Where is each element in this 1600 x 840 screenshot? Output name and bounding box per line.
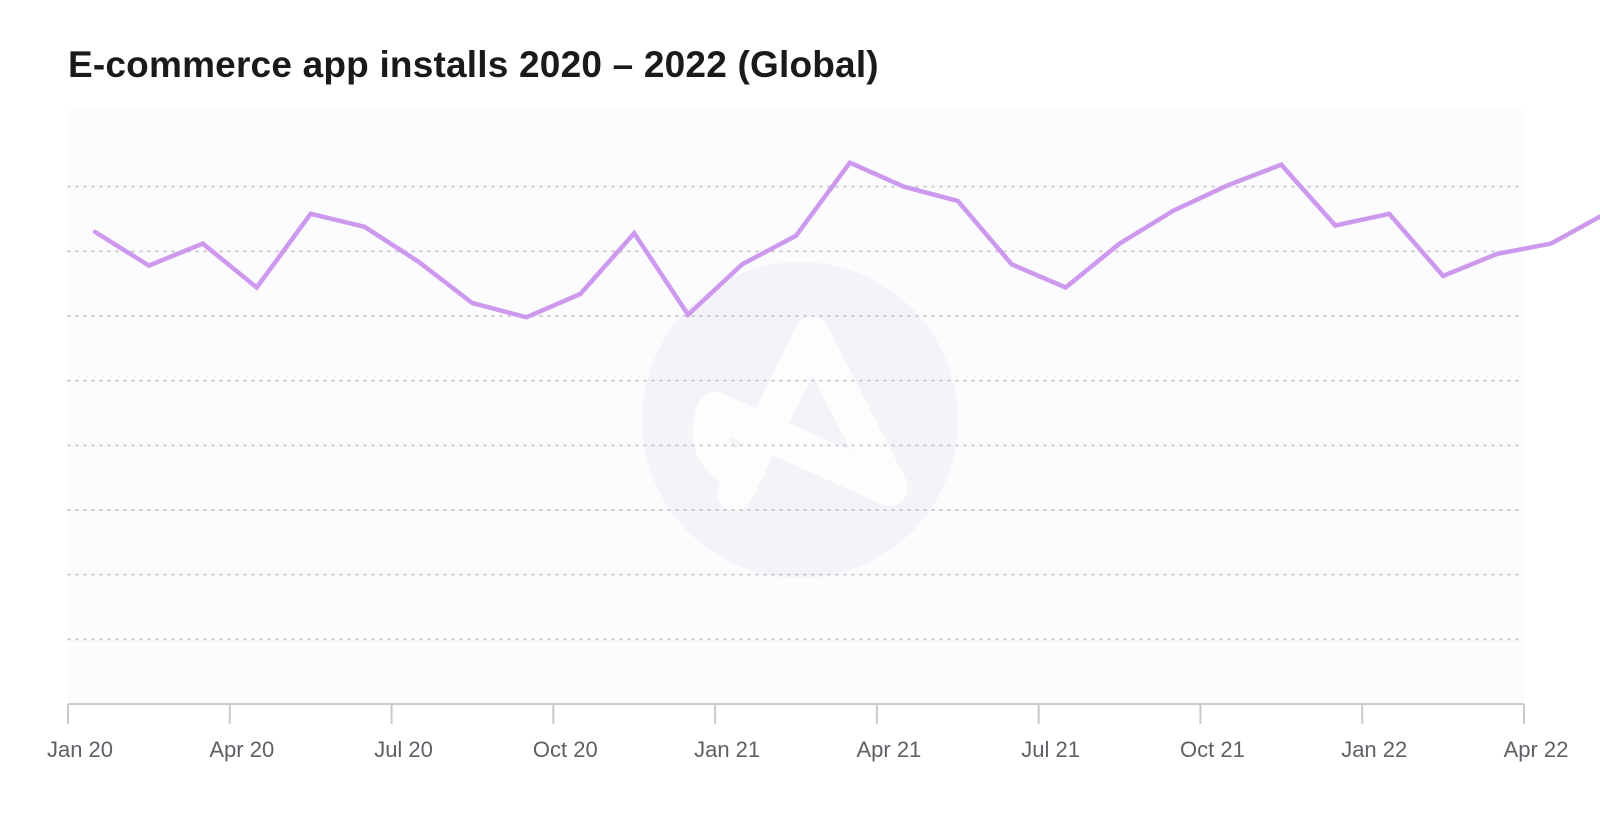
series-group — [92, 159, 1600, 320]
watermark-logo — [642, 262, 958, 578]
x-tick-label: Jul 21 — [1021, 737, 1080, 762]
x-tick-label: Jan 20 — [47, 737, 113, 762]
x-tick-label: Jan 21 — [694, 737, 760, 762]
x-tick-label: Oct 20 — [533, 737, 598, 762]
chart-title: E-commerce app installs 2020 – 2022 (Glo… — [68, 44, 879, 85]
x-tick-label: Apr 20 — [209, 737, 274, 762]
series-line — [92, 159, 1600, 320]
x-tick-label: Jan 22 — [1341, 737, 1407, 762]
x-tick-label: Jul 20 — [374, 737, 433, 762]
gridlines — [67, 185, 1525, 641]
x-tick-label: Apr 21 — [856, 737, 921, 762]
watermark-circle — [642, 262, 958, 578]
watermark-mark — [692, 317, 908, 511]
x-tick-label: Oct 21 — [1180, 737, 1245, 762]
x-axis: Jan 20 Apr 20 Jul 20 Oct 20 Jan 21 Apr 21 Jul … — [47, 703, 1569, 762]
x-tick-label: Apr 22 — [1504, 737, 1569, 762]
